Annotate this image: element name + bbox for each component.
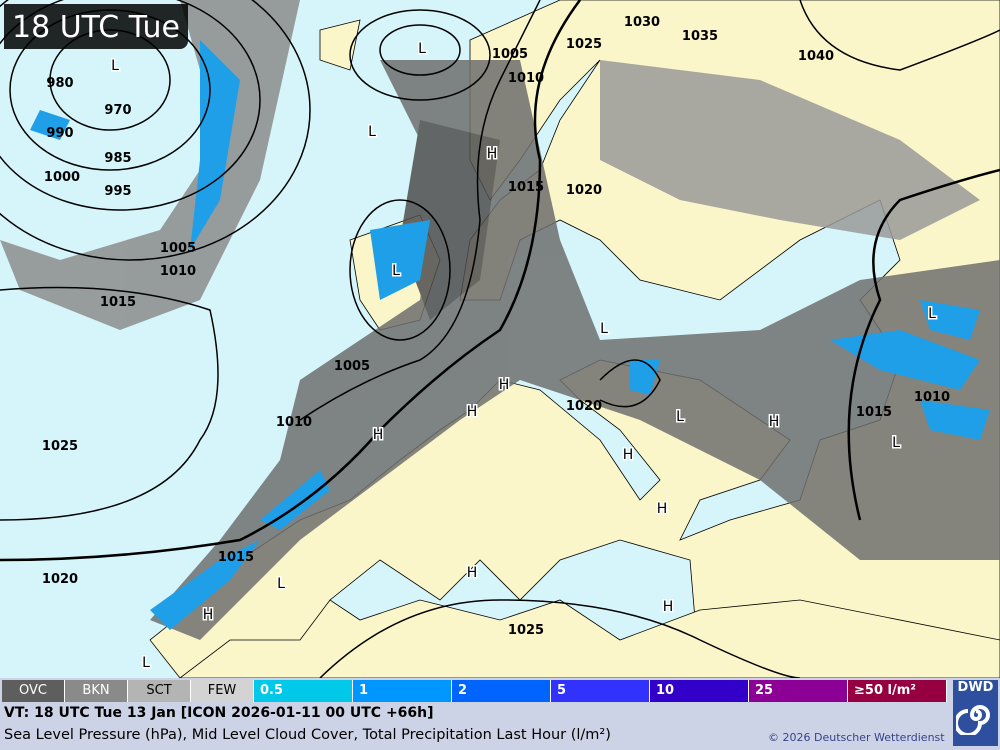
spiral-icon [953,705,990,737]
pressure-centers: H H H H H H H H H H L L L L L L L L L L [110,40,938,673]
isobar-label: 1010 [160,264,196,279]
isobar-label: 1015 [100,295,136,310]
copyright: © 2026 Deutscher Wetterdienst [768,731,945,744]
high-pressure-marker: H [373,427,384,443]
isobar-label: 1010 [508,71,544,86]
isobar-label: 1010 [914,390,950,405]
high-pressure-marker: H [487,146,498,162]
high-pressure-marker: H [769,414,780,430]
isobar-label: 1040 [798,49,834,64]
low-pressure-marker: L [368,124,376,140]
isobar-label: 1025 [508,623,544,638]
isobar-label: 1020 [566,183,602,198]
isobar-label: 1020 [566,399,602,414]
isobar-label: 1015 [218,550,254,565]
high-pressure-marker: H [467,565,478,581]
legend-precip-0: 0.5 [254,680,353,702]
legend-precip-5: 25 [749,680,848,702]
isobar-label: 995 [104,184,131,199]
isobar-label: 1000 [44,170,80,185]
isobar-label: 990 [46,126,73,141]
isobar-label: 1035 [682,29,718,44]
isobar-label: 985 [104,151,131,166]
low-pressure-marker: L [392,263,400,279]
legend-precip-3: 5 [551,680,650,702]
legend-precip-1: 1 [353,680,452,702]
isobar-label: 1005 [160,241,196,256]
weather-map: 980 970 990 985 1000 995 1005 1010 1015 1025 1020 1… [0,0,1000,678]
isobar-label: 980 [46,76,73,91]
legend-cloud-sct: SCT [128,680,191,702]
legend-precip-2: 2 [452,680,551,702]
high-pressure-marker: H [203,607,214,623]
dwd-logo: DWD [953,680,998,746]
isobars [0,0,1000,678]
low-pressure-marker: L [676,409,684,425]
legend-cloud-bkn: BKN [65,680,128,702]
high-pressure-marker: H [657,501,668,517]
low-pressure-marker: L [277,576,285,592]
high-pressure-marker: H [467,404,478,420]
isobar-label: 1030 [624,15,660,30]
isobar-label: 1015 [856,405,892,420]
isobar-label: 1010 [276,415,312,430]
valid-time-info: VT: 18 UTC Tue 13 Jan [ICON 2026-01-11 0… [4,705,434,721]
low-pressure-marker: L [600,321,608,337]
dwd-logo-text: DWD [957,680,994,695]
isobar-label: 970 [104,103,131,118]
legend-precip-4: 10 [650,680,749,702]
isobar-label: 1015 [508,180,544,195]
isobar-label: 1020 [42,572,78,587]
isobar-label: 1005 [334,359,370,374]
map-description: Sea Level Pressure (hPa), Mid Level Clou… [4,727,611,743]
isobar-label: 1025 [42,439,78,454]
low-pressure-marker: L [928,306,936,322]
legend-cloud-few: FEW [191,680,254,702]
low-pressure-marker: L [111,58,119,74]
legend-color-bar: OVC BKN SCT FEW 0.5 1 2 5 10 25 ≥50 l/m² [2,680,947,702]
legend-panel: OVC BKN SCT FEW 0.5 1 2 5 10 25 ≥50 l/m² VT: 18 UT… [0,678,1000,750]
high-pressure-marker: H [499,377,510,393]
isobar-labels: 980 970 990 985 1000 995 1005 1010 1015 1025 1020 1… [42,15,950,638]
legend-cloud-ovc: OVC [2,680,65,702]
high-pressure-marker: H [623,447,634,463]
legend-precip-6: ≥50 l/m² [848,680,947,702]
low-pressure-marker: L [892,435,900,451]
high-pressure-marker: H [663,599,674,615]
low-pressure-marker: L [418,41,426,57]
precipitation [30,40,990,630]
low-pressure-marker: L [142,655,150,671]
isobar-label: 1005 [492,47,528,62]
valid-time-title: 18 UTC Tue [4,4,188,49]
isobar-label: 1025 [566,37,602,52]
